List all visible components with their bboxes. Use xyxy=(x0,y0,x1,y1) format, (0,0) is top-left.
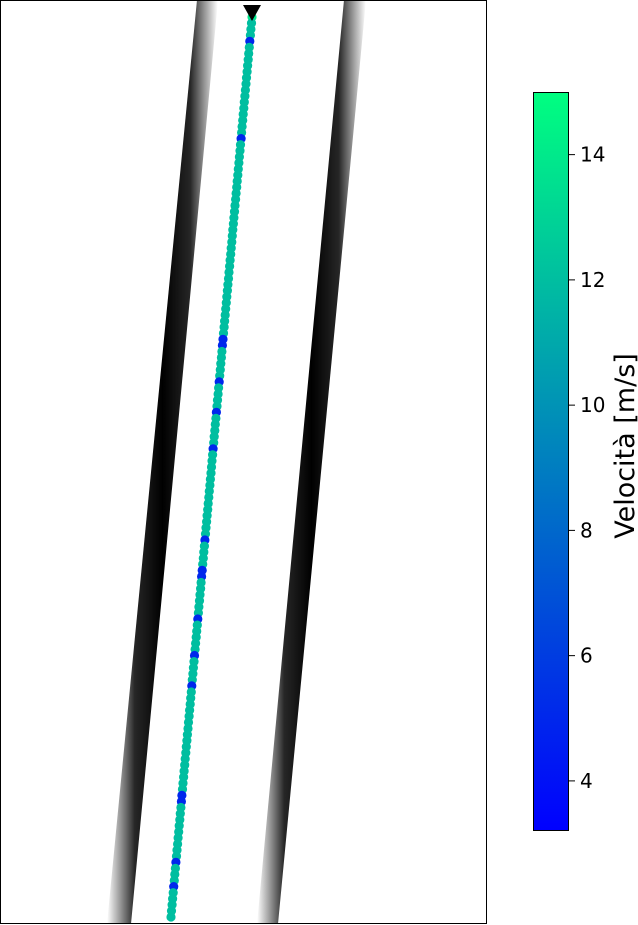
colorbar-label: Velocità [m/s] xyxy=(610,353,638,539)
colorbar-tick-label: 14 xyxy=(580,143,605,167)
colorbar-ticks: 4 6 8 10 12 14 xyxy=(569,143,605,793)
colorbar: 4 6 8 10 12 14 Velocità [m/s] xyxy=(533,92,638,831)
colorbar-frame xyxy=(533,92,569,831)
lane-line-left xyxy=(107,1,218,923)
plot-frame xyxy=(0,0,487,924)
scatter-point xyxy=(166,912,176,922)
colorbar-tick-label: 10 xyxy=(580,393,605,417)
colorbar-tick-label: 4 xyxy=(580,769,593,793)
plot-area xyxy=(0,0,487,924)
colorbar-tick-label: 12 xyxy=(580,268,605,292)
start-marker-layer xyxy=(243,5,261,21)
plot-background xyxy=(0,0,487,924)
colorbar-tick-label: 6 xyxy=(580,644,593,668)
scatter-points xyxy=(166,12,257,922)
colorbar-tick-label: 8 xyxy=(580,518,593,542)
start-marker-triangle xyxy=(243,5,261,21)
colorbar-gradient xyxy=(533,92,569,831)
lane-line-right xyxy=(257,1,366,923)
